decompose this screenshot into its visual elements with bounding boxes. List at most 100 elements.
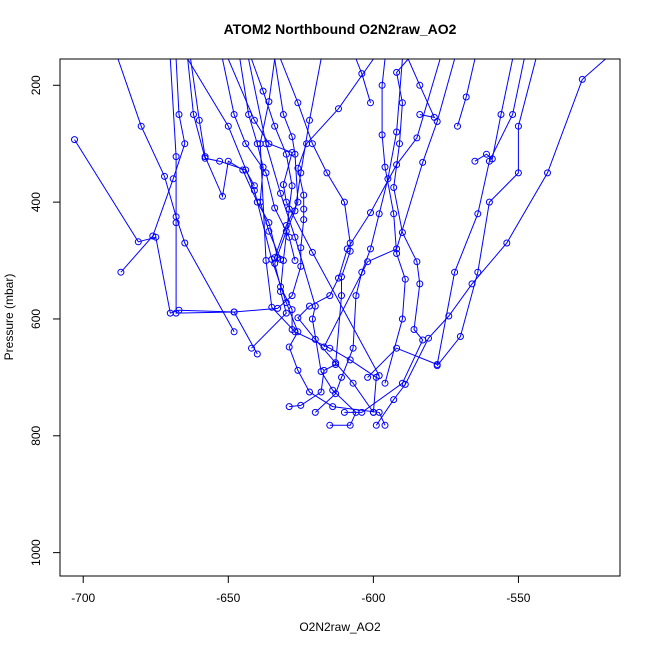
data-point: [346, 356, 354, 364]
data-point: [326, 292, 334, 300]
series-line: [323, 59, 456, 348]
data-point: [288, 133, 296, 141]
series-line: [117, 59, 235, 333]
data-point: [259, 163, 267, 171]
data-point: [488, 155, 496, 163]
data-point: [430, 113, 438, 121]
series-line: [169, 59, 258, 355]
data-point: [398, 379, 406, 387]
data-point: [181, 140, 189, 148]
series-profile: [222, 59, 299, 264]
series-profile: [117, 59, 238, 336]
data-point: [364, 373, 372, 381]
data-point: [271, 204, 279, 212]
data-point: [367, 245, 374, 253]
data-point: [358, 268, 366, 276]
series-profile: [239, 59, 284, 263]
data-point: [172, 153, 180, 161]
plot-frame: [59, 58, 621, 577]
data-point: [271, 260, 279, 267]
data-point: [390, 396, 398, 404]
series-line: [222, 59, 296, 261]
data-point: [190, 111, 197, 118]
series-profile: [190, 59, 282, 262]
data-point: [285, 343, 293, 351]
data-point: [274, 304, 282, 312]
series-profile: [187, 59, 258, 190]
series-line: [248, 59, 357, 426]
data-point: [253, 350, 261, 358]
data-point: [445, 312, 453, 320]
data-point: [288, 326, 296, 333]
data-point: [396, 140, 403, 148]
data-point: [265, 227, 273, 235]
data-point: [320, 366, 328, 374]
data-point: [381, 421, 389, 429]
data-point: [369, 408, 377, 416]
data-point: [326, 421, 334, 429]
data-point: [230, 328, 238, 336]
data-point: [308, 315, 316, 323]
data-point: [294, 366, 302, 374]
data-point: [384, 175, 392, 183]
series-profile: [471, 59, 514, 165]
data-point: [393, 344, 401, 352]
data-point: [282, 227, 290, 235]
data-point: [265, 98, 273, 106]
data-point: [340, 198, 348, 206]
series-profile: [355, 59, 374, 107]
series-line: [274, 59, 322, 330]
data-point: [277, 189, 284, 197]
data-point: [285, 403, 293, 411]
series-line: [251, 59, 293, 349]
data-point: [358, 70, 366, 78]
data-point: [219, 192, 226, 200]
series-line: [474, 59, 514, 162]
data-point: [320, 343, 328, 351]
data-point: [416, 111, 424, 118]
data-point: [161, 172, 168, 180]
data-point: [544, 169, 551, 177]
data-point: [294, 198, 302, 206]
data-point: [416, 280, 424, 288]
data-point: [242, 140, 250, 148]
data-point: [291, 207, 299, 215]
series-line: [314, 59, 403, 413]
y-axis-label: Pressure (mbar): [2, 274, 16, 361]
series-line: [457, 59, 476, 127]
data-point: [297, 244, 305, 252]
data-point: [393, 128, 401, 136]
x-tick-label: -600: [361, 591, 385, 605]
series-profile: [433, 59, 537, 370]
series-line: [280, 59, 351, 408]
data-point: [311, 335, 319, 343]
data-point: [393, 245, 401, 253]
data-point: [456, 333, 464, 340]
data-point: [343, 245, 351, 253]
data-point: [338, 373, 345, 381]
data-point: [282, 198, 290, 206]
data-point: [172, 213, 180, 221]
data-point: [279, 111, 287, 118]
series-profile: [117, 59, 189, 276]
data-point: [340, 408, 348, 416]
data-point: [358, 408, 366, 416]
data-point: [166, 309, 174, 317]
data-point: [149, 232, 157, 240]
data-point: [175, 111, 183, 118]
data-point: [317, 388, 325, 396]
data-point: [433, 362, 441, 370]
data-point: [471, 157, 479, 165]
data-point: [578, 75, 586, 83]
data-point: [282, 309, 290, 317]
series-profile: [227, 59, 383, 380]
data-point: [262, 257, 270, 264]
data-point: [71, 136, 78, 144]
data-point: [332, 359, 340, 367]
data-point: [259, 87, 267, 95]
data-point: [349, 344, 357, 352]
data-point: [509, 111, 517, 118]
data-point: [195, 116, 203, 124]
series-profile: [340, 59, 427, 416]
